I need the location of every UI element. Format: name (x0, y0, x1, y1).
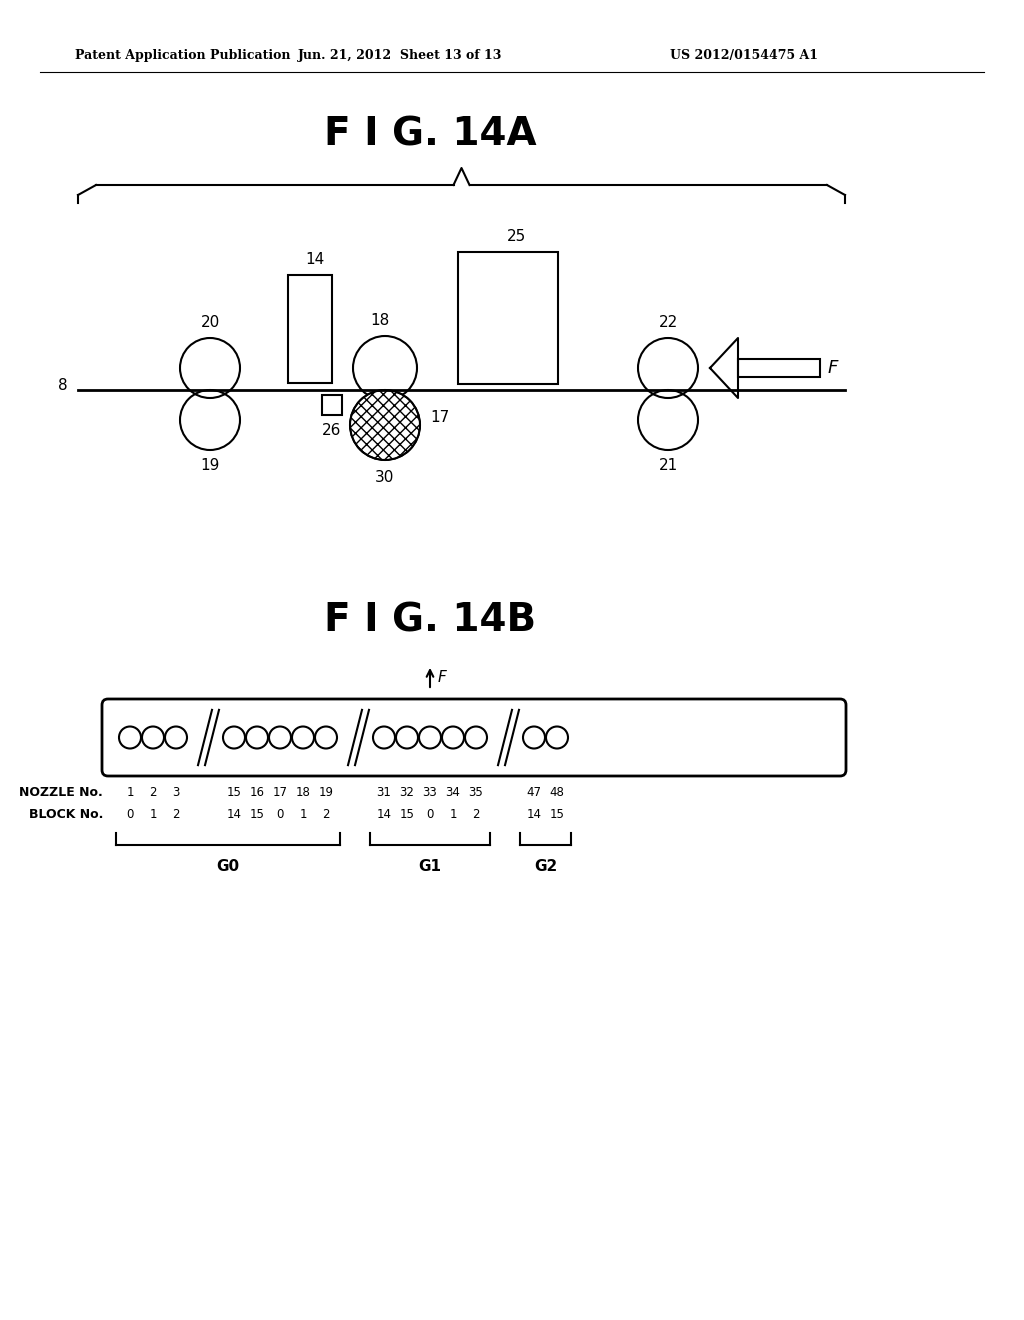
Text: 1: 1 (299, 808, 307, 821)
Text: 0: 0 (276, 808, 284, 821)
Text: 22: 22 (658, 315, 678, 330)
Text: 18: 18 (371, 313, 389, 327)
Text: 15: 15 (250, 808, 264, 821)
Text: 19: 19 (318, 785, 334, 799)
Text: NOZZLE No.: NOZZLE No. (19, 785, 103, 799)
Text: 1: 1 (126, 785, 134, 799)
Text: 8: 8 (58, 378, 68, 392)
Text: F I G. 14A: F I G. 14A (324, 116, 537, 154)
Text: 33: 33 (423, 785, 437, 799)
Text: 17: 17 (272, 785, 288, 799)
Text: 15: 15 (399, 808, 415, 821)
Text: 34: 34 (445, 785, 461, 799)
Text: F: F (828, 359, 839, 378)
Text: 2: 2 (172, 808, 180, 821)
Text: G1: G1 (419, 859, 441, 874)
Text: F: F (438, 671, 446, 685)
Text: 17: 17 (430, 409, 450, 425)
Circle shape (350, 389, 420, 459)
Text: 26: 26 (323, 422, 342, 438)
Text: 20: 20 (201, 315, 219, 330)
Text: 0: 0 (426, 808, 434, 821)
Text: 14: 14 (526, 808, 542, 821)
Text: 21: 21 (658, 458, 678, 473)
Text: 31: 31 (377, 785, 391, 799)
Bar (288, 275, 332, 383)
Text: BLOCK No.: BLOCK No. (29, 808, 103, 821)
Text: 19: 19 (201, 458, 220, 473)
Text: 1: 1 (450, 808, 457, 821)
Text: 32: 32 (399, 785, 415, 799)
Text: US 2012/0154475 A1: US 2012/0154475 A1 (670, 49, 818, 62)
Text: 25: 25 (507, 228, 525, 244)
Text: 0: 0 (126, 808, 134, 821)
Text: 14: 14 (226, 808, 242, 821)
Text: Jun. 21, 2012  Sheet 13 of 13: Jun. 21, 2012 Sheet 13 of 13 (298, 49, 502, 62)
Bar (458, 252, 558, 384)
Text: 2: 2 (323, 808, 330, 821)
Text: 14: 14 (305, 252, 325, 267)
Bar (738, 359, 820, 378)
Text: 3: 3 (172, 785, 179, 799)
Text: 18: 18 (296, 785, 310, 799)
Text: 16: 16 (250, 785, 264, 799)
Text: 1: 1 (150, 808, 157, 821)
Text: F I G. 14B: F I G. 14B (324, 601, 536, 639)
Text: 2: 2 (150, 785, 157, 799)
Text: 35: 35 (469, 785, 483, 799)
Text: G2: G2 (534, 859, 557, 874)
Text: 15: 15 (226, 785, 242, 799)
Text: G0: G0 (216, 859, 240, 874)
Text: 14: 14 (377, 808, 391, 821)
Text: Patent Application Publication: Patent Application Publication (75, 49, 291, 62)
Text: 15: 15 (550, 808, 564, 821)
Text: 2: 2 (472, 808, 480, 821)
Bar (322, 395, 342, 414)
Text: 48: 48 (550, 785, 564, 799)
Text: 47: 47 (526, 785, 542, 799)
Text: 30: 30 (376, 470, 394, 484)
